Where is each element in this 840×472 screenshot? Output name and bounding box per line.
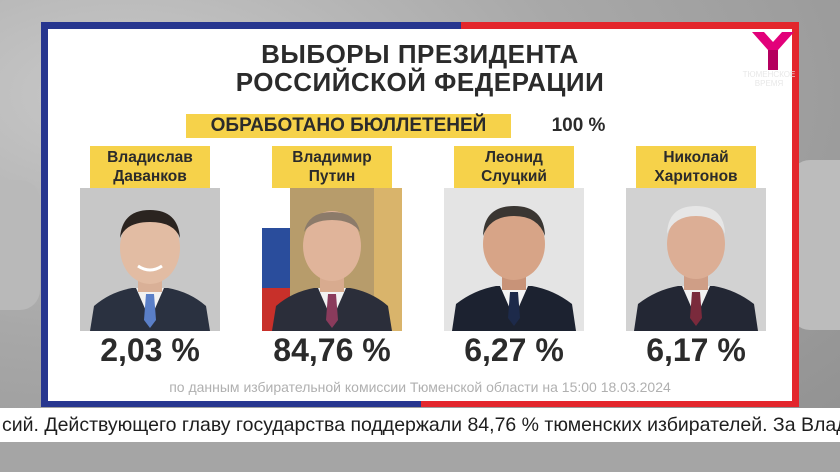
candidate-name: Леонид Слуцкий xyxy=(454,146,574,188)
title-line-1: ВЫБОРЫ ПРЕЗИДЕНТА xyxy=(261,39,579,69)
candidate-name: Владислав Даванков xyxy=(90,146,210,188)
candidate-card-davankov: Владислав Даванков 2,03 % xyxy=(62,146,238,369)
candidate-card-slutsky: Леонид Слуцкий 6,27 % xyxy=(426,146,602,369)
candidate-percent: 6,17 % xyxy=(608,331,784,369)
candidate-percent: 2,03 % xyxy=(62,331,238,369)
frame-blue-top xyxy=(41,22,461,29)
source-note: по данным избирательной комиссии Тюменск… xyxy=(169,379,671,395)
background-shape-left xyxy=(0,180,40,310)
candidate-percent: 84,76 % xyxy=(244,331,420,369)
candidate-name: Владимир Путин xyxy=(272,146,392,188)
ticker-text: сий. Действующего главу государства подд… xyxy=(2,414,840,436)
ballots-label: ОБРАБОТАНО БЮЛЛЕТЕНЕЙ xyxy=(186,114,511,138)
candidate-first-name: Владимир xyxy=(292,149,372,166)
frame-blue-left xyxy=(41,22,48,406)
bottom-background xyxy=(0,442,840,472)
candidate-first-name: Владислав xyxy=(107,149,193,166)
candidate-photo xyxy=(80,188,220,331)
candidate-name: Николай Харитонов xyxy=(636,146,756,188)
page-title: ВЫБОРЫ ПРЕЗИДЕНТА РОССИЙСКОЙ ФЕДЕРАЦИИ xyxy=(200,40,640,96)
candidate-card-putin: Владимир Путин 84,76 % xyxy=(244,146,420,369)
logo-caption: ТЮМЕНСКОЕ ВРЕМЯ xyxy=(742,70,796,88)
candidate-photo xyxy=(262,188,402,331)
candidate-last-name: Даванков xyxy=(113,168,187,185)
ballots-value: 100 % xyxy=(551,115,606,136)
ballots-processed: ОБРАБОТАНО БЮЛЛЕТЕНЕЙ 100 % xyxy=(186,114,646,138)
frame-red-top xyxy=(461,22,799,29)
candidate-first-name: Николай xyxy=(663,149,729,166)
news-ticker: сий. Действующего главу государства подд… xyxy=(0,408,840,442)
candidate-last-name: Слуцкий xyxy=(481,168,547,185)
candidate-last-name: Харитонов xyxy=(654,168,738,185)
frame-red-bottom xyxy=(421,401,799,407)
candidate-last-name: Путин xyxy=(308,168,356,185)
candidate-card-kharitonov: Николай Харитонов 6,17 % xyxy=(608,146,784,369)
tyumen-media-logo-icon xyxy=(748,28,798,88)
frame-blue-bottom xyxy=(41,401,421,407)
title-line-2: РОССИЙСКОЙ ФЕДЕРАЦИИ xyxy=(235,67,605,97)
candidate-photo xyxy=(444,188,584,331)
candidate-percent: 6,27 % xyxy=(426,331,602,369)
candidate-photo xyxy=(626,188,766,331)
candidate-first-name: Леонид xyxy=(485,149,543,166)
frame-red-right xyxy=(792,22,799,406)
